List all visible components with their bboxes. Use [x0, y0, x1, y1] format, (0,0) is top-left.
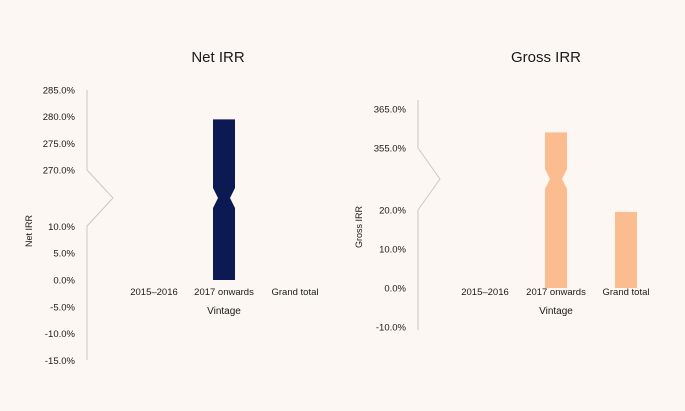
bar [545, 132, 567, 288]
x-category-label: 2015–2016 [130, 287, 178, 298]
y-tick-label: -5.0% [50, 302, 75, 313]
gross-irr-chart: Gross IRR 355.0% 365.0% -10.0% 0.0% 10.0% 20.0… [354, 49, 650, 334]
y-tick-label: 20.0% [379, 206, 406, 217]
y-tick-label: 280.0% [43, 112, 76, 123]
y-axis-line [86, 90, 114, 360]
bar [615, 211, 637, 288]
chart-title: Net IRR [191, 49, 245, 66]
y-tick-label: 270.0% [43, 166, 76, 177]
y-tick-label: -10.0% [45, 329, 76, 340]
bar [213, 119, 235, 280]
y-tick-label: 10.0% [48, 222, 75, 233]
x-axis-label: Vintage [207, 306, 241, 317]
x-category-label: Grand total [272, 287, 319, 298]
net-irr-chart: Net IRR 270.0% 275.0% 280.0% 285.0% -15.0% -10… [24, 49, 319, 367]
y-tick-label: 0.0% [53, 276, 75, 287]
y-tick-label: 365.0% [374, 105, 407, 116]
y-tick-label: -10.0% [376, 323, 407, 334]
y-axis-label: Gross IRR [354, 206, 364, 249]
x-category-label: Grand total [603, 287, 650, 298]
y-tick-label: 285.0% [43, 86, 76, 97]
y-tick-label: -15.0% [45, 356, 76, 367]
y-tick-label: 355.0% [374, 144, 407, 155]
y-tick-label: 5.0% [53, 249, 75, 260]
y-axis-label: Net IRR [24, 215, 34, 248]
y-tick-label: 10.0% [379, 245, 406, 256]
chart-title: Gross IRR [511, 49, 581, 66]
y-tick-label: 275.0% [43, 139, 76, 150]
y-axis-line [417, 100, 441, 330]
x-axis-label: Vintage [539, 306, 573, 317]
y-tick-label: 0.0% [384, 284, 406, 295]
x-category-label: 2017 onwards [526, 287, 586, 298]
x-category-label: 2017 onwards [194, 287, 254, 298]
x-category-label: 2015–2016 [461, 287, 509, 298]
